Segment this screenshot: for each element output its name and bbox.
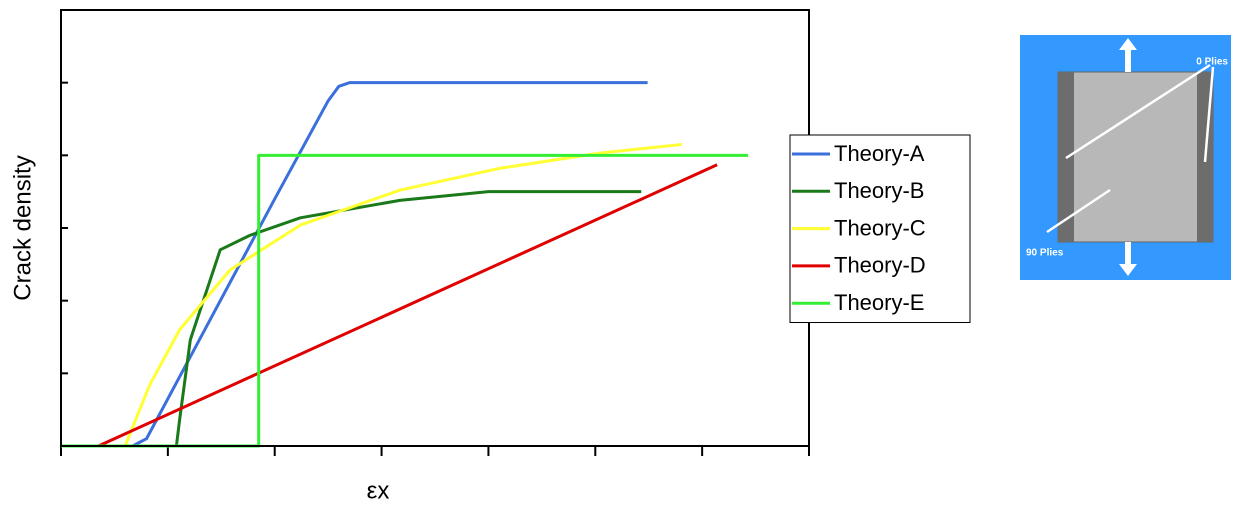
pointer <box>1046 188 1111 234</box>
series-line <box>61 163 718 448</box>
pointer <box>1065 63 1211 160</box>
pointer <box>1203 66 1215 163</box>
load-arrow-up <box>1119 38 1137 72</box>
load-arrow-down <box>1119 242 1137 276</box>
series-line <box>61 190 642 448</box>
series-line <box>61 81 648 448</box>
legend-label: Theory-D <box>834 253 926 278</box>
plot-frame <box>60 9 810 447</box>
legend-label: Theory-C <box>834 215 926 240</box>
inset-label: 0 Plies <box>1196 57 1228 68</box>
specimen-inset: 0 Plies 90 Plies <box>1020 35 1231 280</box>
specimen <box>1057 71 1214 243</box>
series-line <box>123 142 682 447</box>
legend-label: Theory-E <box>834 290 924 315</box>
y-axis-label: Crack density <box>9 155 36 300</box>
legend-label: Theory-A <box>834 141 925 166</box>
legend-label: Theory-B <box>834 178 924 203</box>
inset-label: 90 Plies <box>1026 248 1064 259</box>
x-axis-label: εx <box>367 477 390 504</box>
